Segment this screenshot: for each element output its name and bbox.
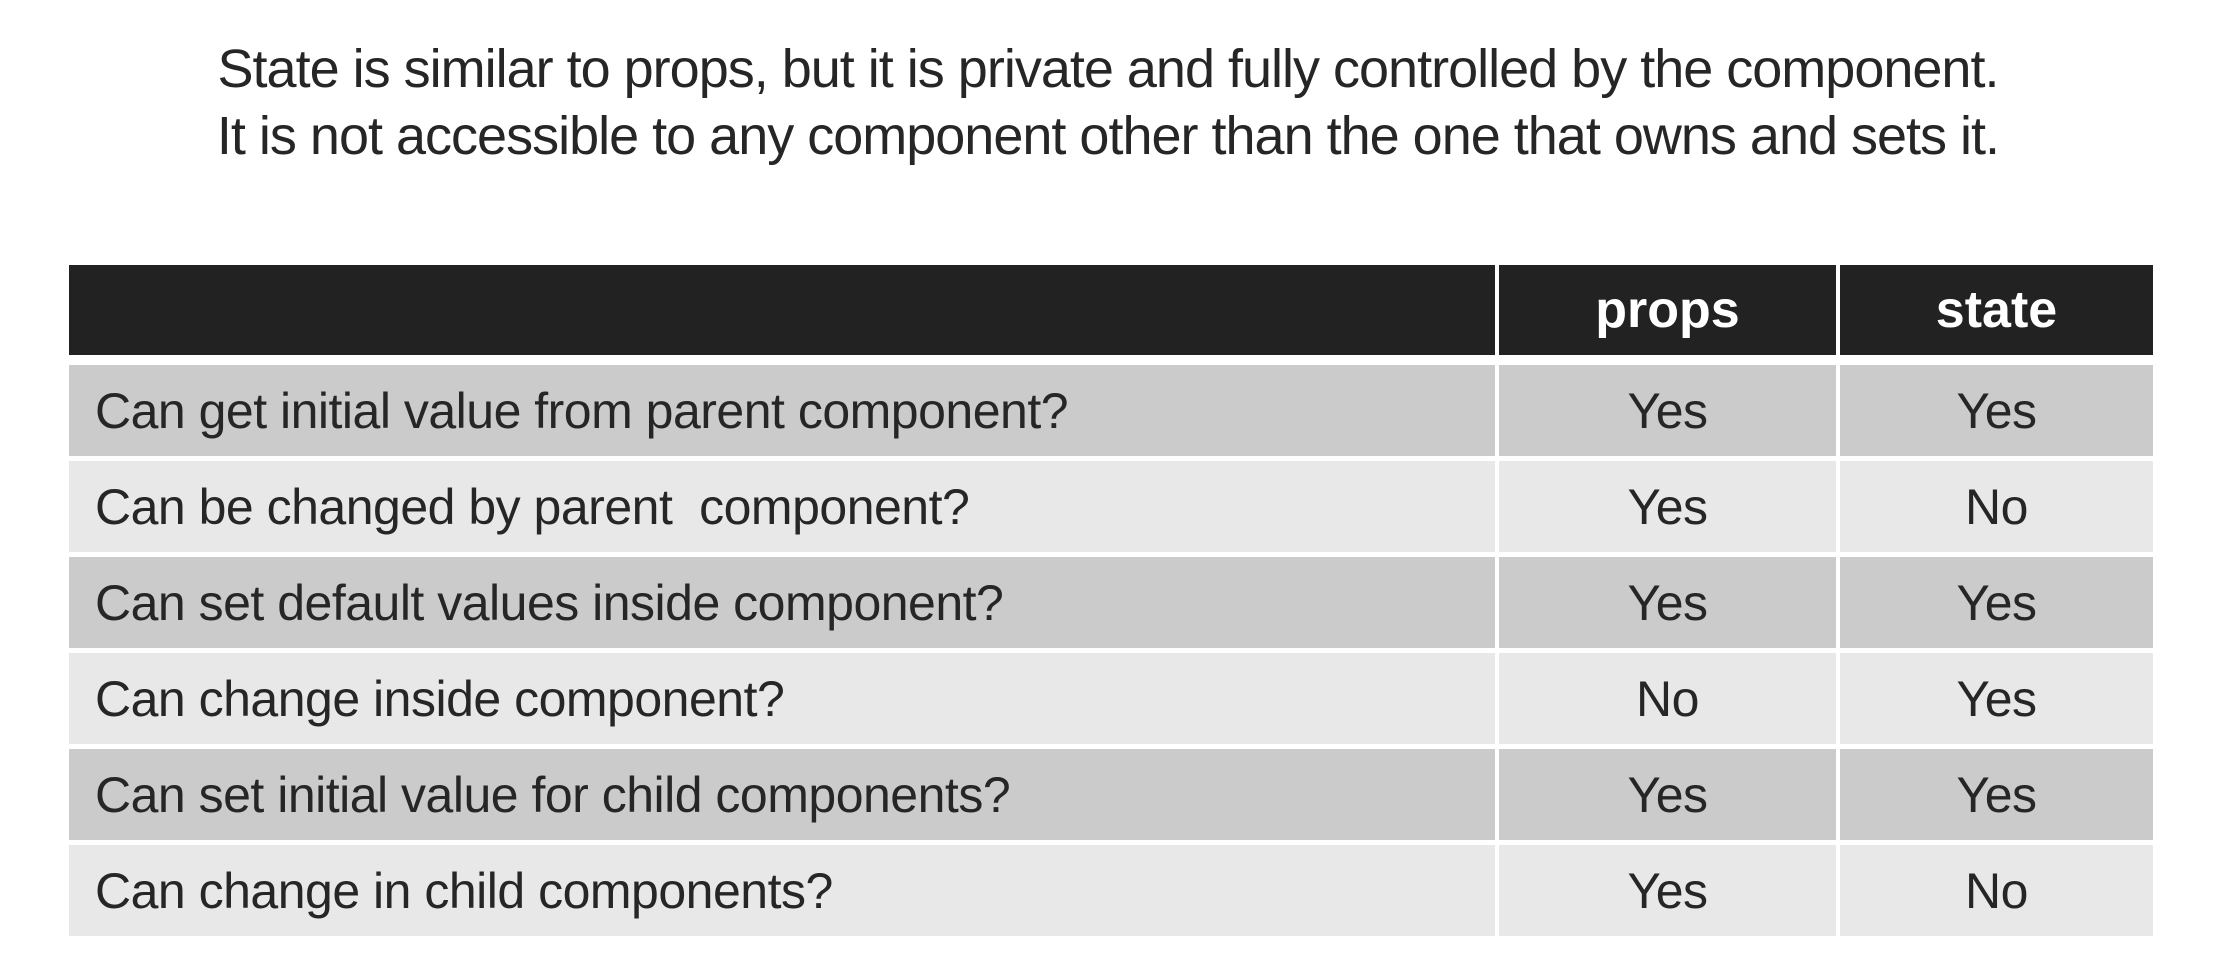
table-header-row: props state: [69, 265, 2153, 360]
header-cell-state: state: [1840, 265, 2153, 360]
question-cell: Can get initial value from parent compon…: [69, 365, 1495, 456]
header-cell-empty: [69, 265, 1495, 360]
question-cell: Can change in child components?: [69, 845, 1495, 936]
question-cell: Can set initial value for child componen…: [69, 749, 1495, 840]
question-cell: Can change inside component?: [69, 653, 1495, 744]
title-line-2: It is not accessible to any component ot…: [216, 106, 2000, 166]
table-row: Can get initial value from parent compon…: [69, 365, 2153, 456]
props-cell: Yes: [1499, 557, 1836, 648]
question-cell: Can be changed by parent component?: [69, 461, 1495, 552]
table-row: Can change inside component? No Yes: [69, 653, 2153, 744]
props-cell: Yes: [1499, 461, 1836, 552]
state-cell: Yes: [1840, 365, 2153, 456]
props-cell: Yes: [1499, 845, 1836, 936]
question-cell: Can set default values inside component?: [69, 557, 1495, 648]
props-cell: Yes: [1499, 749, 1836, 840]
header-cell-props: props: [1499, 265, 1836, 360]
props-cell: Yes: [1499, 365, 1836, 456]
table-row: Can set default values inside component?…: [69, 557, 2153, 648]
table-row: Can set initial value for child componen…: [69, 749, 2153, 840]
table-row: Can be changed by parent component? Yes …: [69, 461, 2153, 552]
props-vs-state-table: props state Can get initial value from p…: [65, 260, 2157, 941]
table-row: Can change in child components? Yes No: [69, 845, 2153, 936]
state-cell: Yes: [1840, 749, 2153, 840]
props-cell: No: [1499, 653, 1836, 744]
state-cell: Yes: [1840, 557, 2153, 648]
state-cell: No: [1840, 845, 2153, 936]
state-cell: Yes: [1840, 653, 2153, 744]
state-cell: No: [1840, 461, 2153, 552]
title-line-1: State is similar to props, but it is pri…: [217, 39, 2000, 99]
slide-title: State is similar to props, but it is pri…: [0, 36, 2216, 170]
